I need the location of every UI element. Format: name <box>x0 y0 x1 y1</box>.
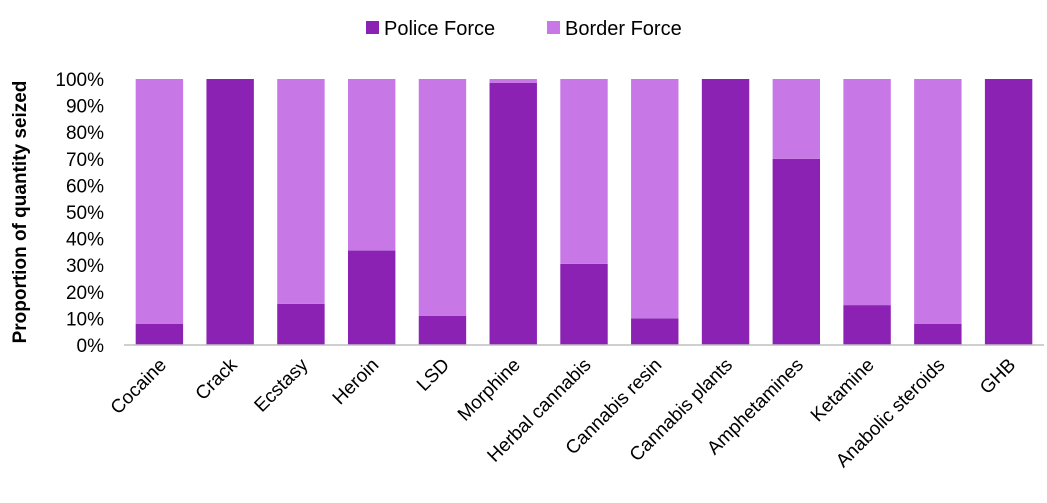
y-tick-label: 40% <box>66 230 104 251</box>
x-category-label: Ketamine <box>807 355 879 427</box>
legend-label: Police Force <box>384 18 495 40</box>
bar-segment-police-force <box>418 315 467 345</box>
bar-segment-police-force <box>560 263 608 345</box>
y-tick-label: 80% <box>66 123 104 144</box>
y-tick-label: 30% <box>66 256 104 277</box>
y-tick-label: 10% <box>66 309 104 330</box>
y-axis-ticks: 0% 10% 20% 30% 40% 50% 60% 70% 80% 90% 100% <box>55 70 104 357</box>
bar-segment-border-force <box>631 79 679 319</box>
y-tick-label: 100% <box>55 70 104 91</box>
bars <box>135 79 1033 346</box>
legend: Police Force Border Force <box>366 18 682 40</box>
bar-segment-border-force <box>772 79 821 159</box>
bar-segment-border-force <box>135 79 184 324</box>
bar-segment-border-force <box>418 79 467 316</box>
bar-segment-police-force <box>914 323 962 345</box>
bar-segment-border-force <box>489 79 537 83</box>
x-category-label: LSD <box>413 355 454 396</box>
x-category-label: Morphine <box>454 355 525 426</box>
bar-segment-police-force <box>135 323 184 345</box>
bar-segment-border-force <box>914 79 962 324</box>
bar-segment-police-force <box>347 250 396 345</box>
y-tick-label: 0% <box>77 336 105 357</box>
y-tick-label: 20% <box>66 283 104 304</box>
y-tick-label: 60% <box>66 176 104 197</box>
bar-segment-border-force <box>277 79 325 304</box>
legend-swatch <box>547 21 560 34</box>
x-category-label: Ecstasy <box>251 354 313 416</box>
bar-segment-border-force <box>560 79 608 264</box>
x-category-label: Cocaine <box>107 355 171 419</box>
y-tick-label: 50% <box>66 203 104 224</box>
legend-label: Border Force <box>565 18 682 40</box>
bar-segment-police-force <box>772 158 821 345</box>
bar-segment-police-force <box>843 305 891 345</box>
bar-segment-police-force <box>701 79 750 345</box>
y-tick-label: 90% <box>66 97 104 118</box>
x-axis-labels: Cocaine Crack Ecstasy Heroin LSD MorphineHerb… <box>107 354 1020 472</box>
bar-segment-police-force <box>206 79 254 345</box>
bar-segment-police-force <box>277 303 325 345</box>
y-tick-label: 70% <box>66 150 104 171</box>
x-category-label: Crack <box>192 354 242 404</box>
bar-segment-border-force <box>347 79 396 251</box>
bar-segment-police-force <box>631 318 679 345</box>
y-axis-label: Proportion of quantity seized <box>10 81 31 344</box>
bar-segment-border-force <box>843 79 891 306</box>
x-category-label: Heroin <box>329 355 383 409</box>
legend-swatch <box>366 21 379 34</box>
x-category-label: GHB <box>976 355 1020 399</box>
bar-segment-police-force <box>489 82 537 346</box>
bar-segment-police-force <box>984 79 1033 345</box>
